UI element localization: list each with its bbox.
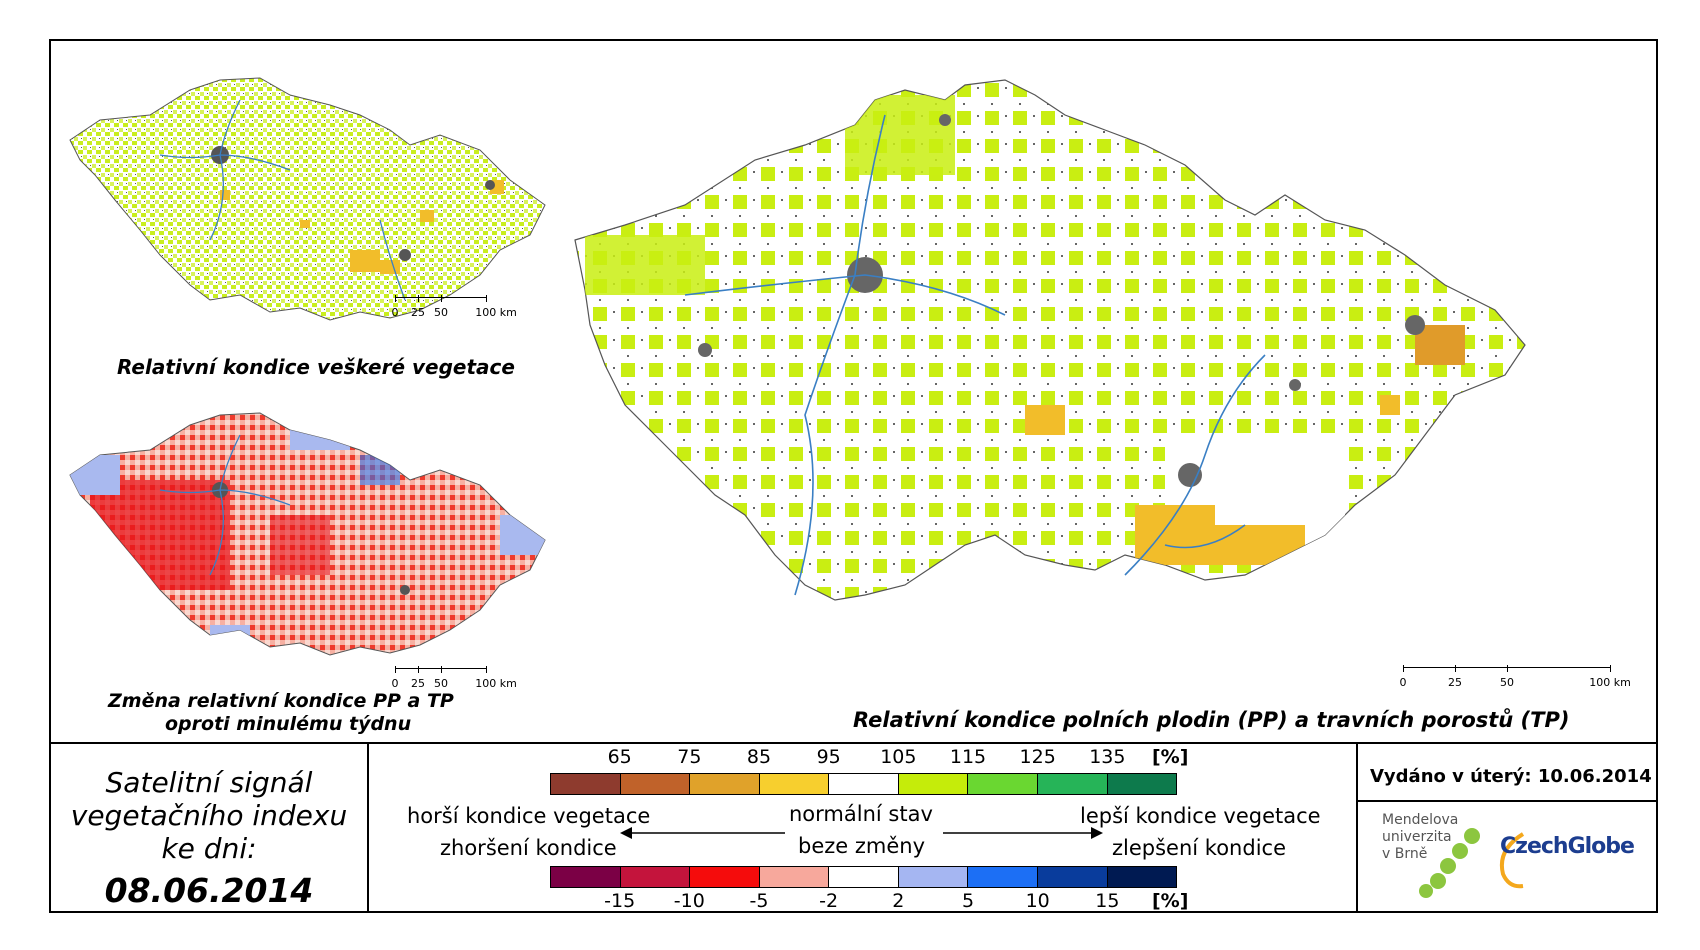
legend-value: 125 — [1019, 746, 1056, 768]
mendel-line: Mendelova — [1382, 812, 1459, 828]
scale-label: 0 — [391, 306, 399, 319]
map-condition-change-small — [69, 412, 546, 656]
map-crop-grass-condition-main — [574, 79, 1526, 601]
color-swatch — [759, 774, 830, 794]
small-bottom-map-title-1: Změna relativní kondice PP a TP — [108, 690, 454, 712]
change-color-bar — [550, 866, 1177, 888]
color-swatch — [829, 867, 899, 887]
condition-color-bar — [550, 773, 1177, 795]
color-swatch — [1107, 867, 1177, 887]
scale-label: 50 — [434, 306, 448, 319]
bottom-legend-unit: [%] — [1152, 890, 1189, 912]
legend-value: 95 — [816, 746, 841, 768]
normal-state-label: normální stav — [789, 802, 933, 826]
mendel-dots-logo-icon — [1419, 828, 1480, 898]
color-swatch — [690, 867, 760, 887]
small-bottom-scale-bar: 0 25 50 100 km — [392, 666, 517, 690]
legend-value: 65 — [607, 746, 632, 768]
no-change-label: beze změny — [798, 834, 926, 858]
signal-label-3: ke dni: — [161, 832, 257, 865]
legend-value: -10 — [673, 890, 705, 912]
legend-value: 2 — [892, 890, 905, 912]
scale-label: 50 — [434, 677, 448, 690]
arrow-right-icon — [943, 827, 1103, 839]
scale-label: 25 — [411, 677, 425, 690]
top-legend-unit: [%] — [1152, 746, 1189, 768]
divider — [1356, 742, 1358, 913]
color-swatch — [1037, 774, 1108, 794]
color-swatch — [690, 774, 760, 794]
scale-label: 25 — [1448, 676, 1462, 689]
color-swatch — [551, 867, 621, 887]
legend-value: 105 — [880, 746, 917, 768]
signal-label-2: vegetačního indexu — [70, 799, 348, 832]
color-swatch — [1037, 867, 1108, 887]
arrow-left-icon — [620, 827, 785, 839]
legend-value: -5 — [749, 890, 769, 912]
color-swatch — [620, 774, 691, 794]
legend-value: -2 — [819, 890, 839, 912]
better-condition-label: lepší kondice vegetace — [1080, 804, 1321, 828]
worse-change-label: zhoršení kondice — [440, 836, 617, 860]
mendel-line: univerzita — [1382, 829, 1452, 845]
legend-value: 15 — [1095, 890, 1120, 912]
legend-value: 75 — [677, 746, 702, 768]
legend-value: 85 — [746, 746, 772, 768]
scale-label: 0 — [391, 677, 399, 690]
small-top-map-title: Relativní kondice veškeré vegetace — [117, 355, 515, 379]
signal-label-1: Satelitní signál — [105, 766, 313, 799]
color-swatch — [968, 774, 1038, 794]
color-swatch — [620, 867, 691, 887]
czechglobe-swoosh-icon — [1500, 832, 1525, 889]
scale-label: 100 km — [475, 677, 517, 690]
map-vegetation-condition-small — [69, 77, 546, 321]
issued-date: Vydáno v úterý: 10.06.2014 — [1370, 766, 1652, 787]
main-scale-bar: 0 25 50 100 km — [1400, 665, 1631, 689]
color-swatch — [551, 774, 621, 794]
color-swatch — [898, 867, 969, 887]
legend-value: 5 — [961, 890, 975, 912]
legend-value: 10 — [1025, 890, 1050, 912]
scale-label: 100 km — [1589, 676, 1631, 689]
worse-condition-label: horší kondice vegetace — [407, 804, 651, 828]
color-swatch — [829, 774, 899, 794]
legend-value: 115 — [949, 746, 987, 768]
legend-value: 135 — [1089, 746, 1126, 768]
small-top-scale-bar: 0 25 50 100 km — [392, 295, 517, 319]
color-swatch — [898, 774, 969, 794]
better-change-label: zlepšení kondice — [1112, 836, 1286, 860]
legend-value: -15 — [604, 890, 636, 912]
signal-date: 08.06.2014 — [104, 871, 314, 910]
divider — [1358, 800, 1658, 802]
color-swatch — [759, 867, 830, 887]
outer-frame — [49, 39, 1658, 913]
date-box: Satelitní signál vegetačního indexu ke d… — [51, 744, 367, 911]
color-swatch — [1107, 774, 1177, 794]
scale-label: 50 — [1500, 676, 1514, 689]
czechglobe-logo: CzechGlobe — [1500, 834, 1635, 859]
color-swatch — [968, 867, 1038, 887]
legend-bar — [49, 742, 1658, 913]
small-bottom-map-title-2: oproti minulému týdnu — [165, 713, 412, 735]
scale-label: 0 — [1399, 676, 1407, 689]
divider — [367, 742, 369, 913]
scale-label: 100 km — [475, 306, 517, 319]
mendel-line: v Brně — [1382, 846, 1428, 862]
scale-label: 25 — [411, 306, 425, 319]
mendel-university-logo: Mendelova univerzita v Brně — [1382, 812, 1458, 863]
main-map-title: Relativní kondice polních plodin (PP) a … — [853, 708, 1570, 732]
